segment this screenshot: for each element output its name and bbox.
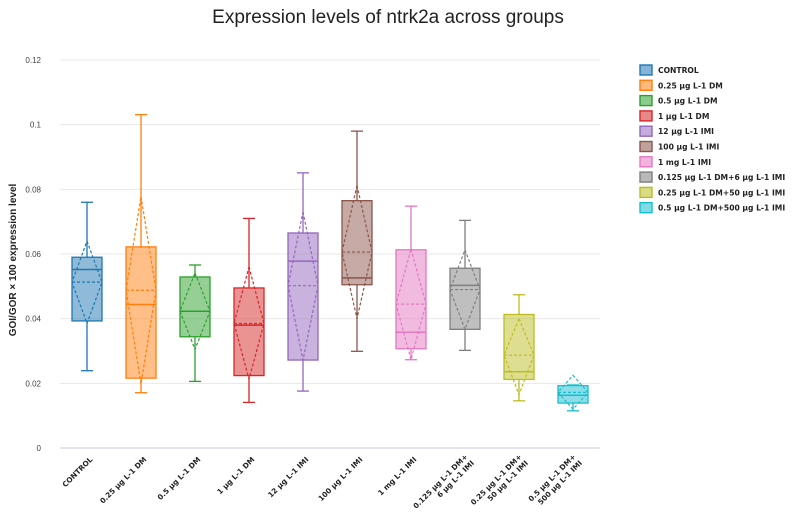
legend-swatch (639, 94, 653, 107)
x-tick-line: 1 mg L-1 IMI (376, 455, 419, 498)
legend-swatch (639, 140, 653, 153)
box-group (395, 205, 427, 363)
legend-swatch (639, 201, 653, 214)
x-tick-line: 0.5 µg L-1 DM (156, 455, 203, 502)
sd-diamond (233, 264, 265, 382)
box-group (449, 219, 481, 352)
box (557, 384, 589, 404)
legend-item[interactable]: 0.25 µg L-1 DM (639, 79, 723, 92)
y-tick-label: 0.06 (25, 250, 41, 259)
legend-swatch (639, 171, 653, 183)
x-tick-label: 0.25 µg L-1 DM+50 µg L-1 IMI (469, 452, 530, 513)
legend[interactable]: CONTROL 0.25 µg L-1 DM 0.5 µg L-1 DM 1 µg L… (639, 64, 785, 214)
x-tick-line: CONTROL (60, 455, 94, 489)
box (503, 313, 535, 381)
legend-label: 0.125 µg L-1 DM+6 µg L-1 IMI (658, 173, 785, 182)
x-tick-label: 1 µg L-1 DM (215, 455, 256, 496)
y-tick-label: 0 (37, 444, 42, 453)
x-tick-line: 0.125 µg L-1 DM+ (411, 452, 469, 510)
y-tick-label: 0.04 (25, 315, 41, 324)
x-tick-label: 1 mg L-1 IMI (376, 455, 419, 498)
x-tick-label: 0.5 µg L-1 DM+500 µg L-1 IMI (526, 452, 584, 510)
chart-title: Expression levels of ntrk2a across group… (212, 7, 564, 28)
legend-label: 12 µg L-1 IMI (658, 127, 714, 136)
x-tick-line: 1 µg L-1 DM (215, 455, 256, 496)
box (341, 199, 373, 286)
legend-item[interactable]: 1 µg L-1 DM (639, 110, 709, 122)
box-group (179, 264, 211, 383)
box-group (233, 217, 265, 404)
x-tick-label: CONTROL (60, 455, 94, 489)
legend-item[interactable]: 0.125 µg L-1 DM+6 µg L-1 IMI (639, 171, 785, 183)
x-tick-line: 0.25 µg L-1 DM+ (469, 452, 524, 507)
legend-label: 100 µg L-1 IMI (658, 143, 719, 152)
legend-label: 1 mg L-1 IMI (658, 158, 711, 167)
box-group (125, 113, 157, 394)
x-tick-line: 0.25 µg L-1 DM (98, 455, 148, 505)
box (71, 256, 103, 322)
legend-label: 0.5 µg L-1 DM (658, 97, 718, 106)
boxes (71, 113, 589, 412)
legend-item[interactable]: CONTROL (639, 64, 699, 76)
legend-item[interactable]: 0.25 µg L-1 DM+50 µg L-1 IMI (639, 186, 785, 199)
y-axis-label: GOI/GOR × 100 expression level (8, 183, 19, 336)
legend-swatch (639, 156, 653, 168)
x-tick-label: 0.25 µg L-1 DM (98, 455, 148, 505)
y-tick-label: 0.12 (25, 56, 41, 65)
y-tick-label: 0.02 (25, 379, 41, 388)
x-tick-label: 0.5 µg L-1 DM (156, 455, 203, 502)
box (179, 276, 211, 338)
legend-swatch (639, 79, 653, 92)
x-tick-line: 100 µg L-1 IMI (316, 455, 364, 503)
legend-item[interactable]: 0.5 µg L-1 DM (639, 94, 718, 107)
sd-diamond (287, 211, 319, 361)
legend-swatch (639, 64, 653, 76)
legend-item[interactable]: 12 µg L-1 IMI (639, 125, 714, 137)
legend-label: 0.25 µg L-1 DM (658, 81, 723, 90)
x-tick-label: 0.125 µg L-1 DM+6 µg L-1 IMI (411, 452, 476, 517)
sd-diamond (179, 271, 211, 352)
legend-item[interactable]: 0.5 µg L-1 DM+500 µg L-1 IMI (639, 201, 785, 214)
legend-swatch (639, 110, 653, 122)
y-tick-label: 0.1 (30, 121, 42, 130)
box-group (341, 130, 373, 352)
x-tick-label: 12 µg L-1 IMI (266, 455, 311, 500)
sd-diamond (71, 239, 103, 326)
y-axis: 0 0.02 0.04 0.06 0.08 0.1 0.12 (25, 56, 41, 453)
sd-diamond (125, 196, 157, 385)
box-group (287, 172, 319, 392)
sd-diamond (449, 248, 481, 332)
sd-diamond (395, 246, 427, 363)
sd-diamond (503, 317, 535, 397)
legend-label: 1 µg L-1 DM (658, 112, 709, 121)
box-group (503, 294, 535, 402)
legend-label: 0.25 µg L-1 DM+50 µg L-1 IMI (658, 188, 785, 197)
box (449, 267, 481, 330)
box (125, 246, 157, 379)
box-group (71, 201, 103, 372)
legend-swatch (639, 125, 653, 137)
x-axis: CONTROL 0.25 µg L-1 DM 0.5 µg L-1 DM 1 µg L… (60, 452, 584, 517)
box (287, 232, 319, 361)
y-tick-label: 0.08 (25, 185, 41, 194)
x-tick-line: 12 µg L-1 IMI (266, 455, 311, 500)
legend-swatch (639, 186, 653, 199)
x-tick-label: 100 µg L-1 IMI (316, 455, 364, 503)
legend-label: 0.5 µg L-1 DM+500 µg L-1 IMI (658, 204, 785, 213)
legend-item[interactable]: 100 µg L-1 IMI (639, 140, 719, 153)
box (395, 249, 427, 350)
legend-item[interactable]: 1 mg L-1 IMI (639, 156, 711, 168)
sd-diamond (341, 185, 373, 319)
box-group (557, 374, 589, 412)
legend-label: CONTROL (658, 66, 699, 75)
sd-diamond (557, 374, 589, 411)
box (233, 287, 265, 377)
